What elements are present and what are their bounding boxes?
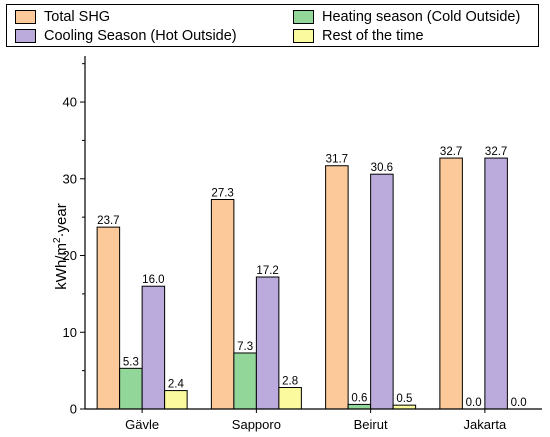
value-label-cooling-season-hot-outside-jakarta: 32.7 (485, 146, 507, 158)
value-label-cooling-season-hot-outside-beirut: 30.6 (371, 162, 393, 174)
value-label-rest-of-the-time-jakarta: 0.0 (511, 397, 527, 409)
value-labels-group: 23.7 5.3 16.0 2.4 27.3 7.3 17.2 2.8 31.7 0.6 30.6 0… (97, 146, 526, 409)
legend-item-heating-season: Heating season (Cold Outside) (293, 9, 520, 25)
x-tick-label-jakarta: Jakarta (464, 417, 507, 432)
x-tick-label-sapporo: Sapporo (232, 417, 281, 432)
legend-item-rest-of-time: Rest of the time (293, 28, 424, 44)
y-tick-label-10: 10 (63, 325, 77, 340)
bar-total-shg-jakarta (439, 157, 463, 410)
bar-heating-season-cold-outside-beirut (347, 403, 372, 410)
bar-heating-season-cold-outside-g-vle (119, 367, 143, 410)
y-axis-label-main: kWh/m (53, 243, 70, 290)
x-tick-label-beirut: Beirut (354, 417, 388, 432)
value-label-total-shg-beirut: 31.7 (326, 154, 348, 166)
value-label-total-shg-g-vle: 23.7 (97, 215, 119, 227)
legend-swatch-cooling-season (15, 29, 36, 43)
value-label-heating-season-cold-outside-sapporo: 7.3 (237, 341, 253, 353)
bar-cooling-season-hot-outside-sapporo (255, 276, 280, 410)
bar-total-shg-g-vle (96, 226, 121, 410)
bar-rest-of-the-time-sapporo (278, 387, 302, 410)
legend-swatch-heating-season (293, 10, 314, 24)
value-label-cooling-season-hot-outside-g-vle: 16.0 (142, 274, 164, 286)
bar-cooling-season-hot-outside-g-vle (141, 285, 166, 410)
axes-group: Gävle Sapporo Beirut Jakarta 0 10 20 30 40 (63, 56, 542, 432)
value-label-total-shg-sapporo: 27.3 (211, 188, 233, 200)
y-tick-label-40: 40 (63, 95, 77, 110)
legend-item-total-shg: Total SHG (15, 9, 110, 25)
y-tick-label-0: 0 (70, 402, 77, 417)
value-label-rest-of-the-time-sapporo: 2.8 (282, 376, 298, 388)
value-label-heating-season-cold-outside-g-vle: 5.3 (123, 356, 139, 368)
legend-label-total-shg: Total SHG (44, 9, 111, 25)
value-label-total-shg-jakarta: 32.7 (440, 146, 462, 158)
legend-item-cooling-season: Cooling Season (Hot Outside) (15, 28, 237, 44)
y-tick-label-30: 30 (63, 171, 77, 186)
value-label-rest-of-the-time-g-vle: 2.4 (168, 379, 185, 391)
legend-swatch-total-shg (15, 10, 36, 24)
bar-cooling-season-hot-outside-beirut (370, 173, 394, 410)
value-label-rest-of-the-time-beirut: 0.5 (396, 393, 412, 405)
y-tick-label-20: 20 (63, 248, 77, 263)
bar-total-shg-beirut (325, 165, 349, 410)
bars-group (96, 157, 508, 410)
legend-swatch-rest-of-time (293, 29, 314, 43)
bar-rest-of-the-time-g-vle (164, 390, 188, 410)
y-axis-label: kWh/m2·year (52, 203, 70, 289)
legend-label-rest-of-time: Rest of the time (322, 28, 424, 44)
bar-cooling-season-hot-outside-jakarta (484, 157, 508, 410)
value-label-heating-season-cold-outside-beirut: 0.6 (351, 392, 367, 404)
value-label-heating-season-cold-outside-jakarta: 0.0 (466, 397, 482, 409)
legend-label-cooling-season: Cooling Season (Hot Outside) (44, 28, 237, 44)
legend-label-heating-season: Heating season (Cold Outside) (322, 9, 521, 25)
y-axis-label-tail: ·year (53, 203, 70, 237)
y-axis-label-superscript: 2 (52, 237, 63, 243)
legend: Total SHG Cooling Season (Hot Outside) H… (6, 4, 539, 47)
x-tick-label-g-vle: Gävle (125, 417, 159, 432)
value-label-cooling-season-hot-outside-sapporo: 17.2 (256, 265, 278, 277)
bar-total-shg-sapporo (210, 199, 235, 410)
bar-heating-season-cold-outside-sapporo (233, 352, 257, 410)
